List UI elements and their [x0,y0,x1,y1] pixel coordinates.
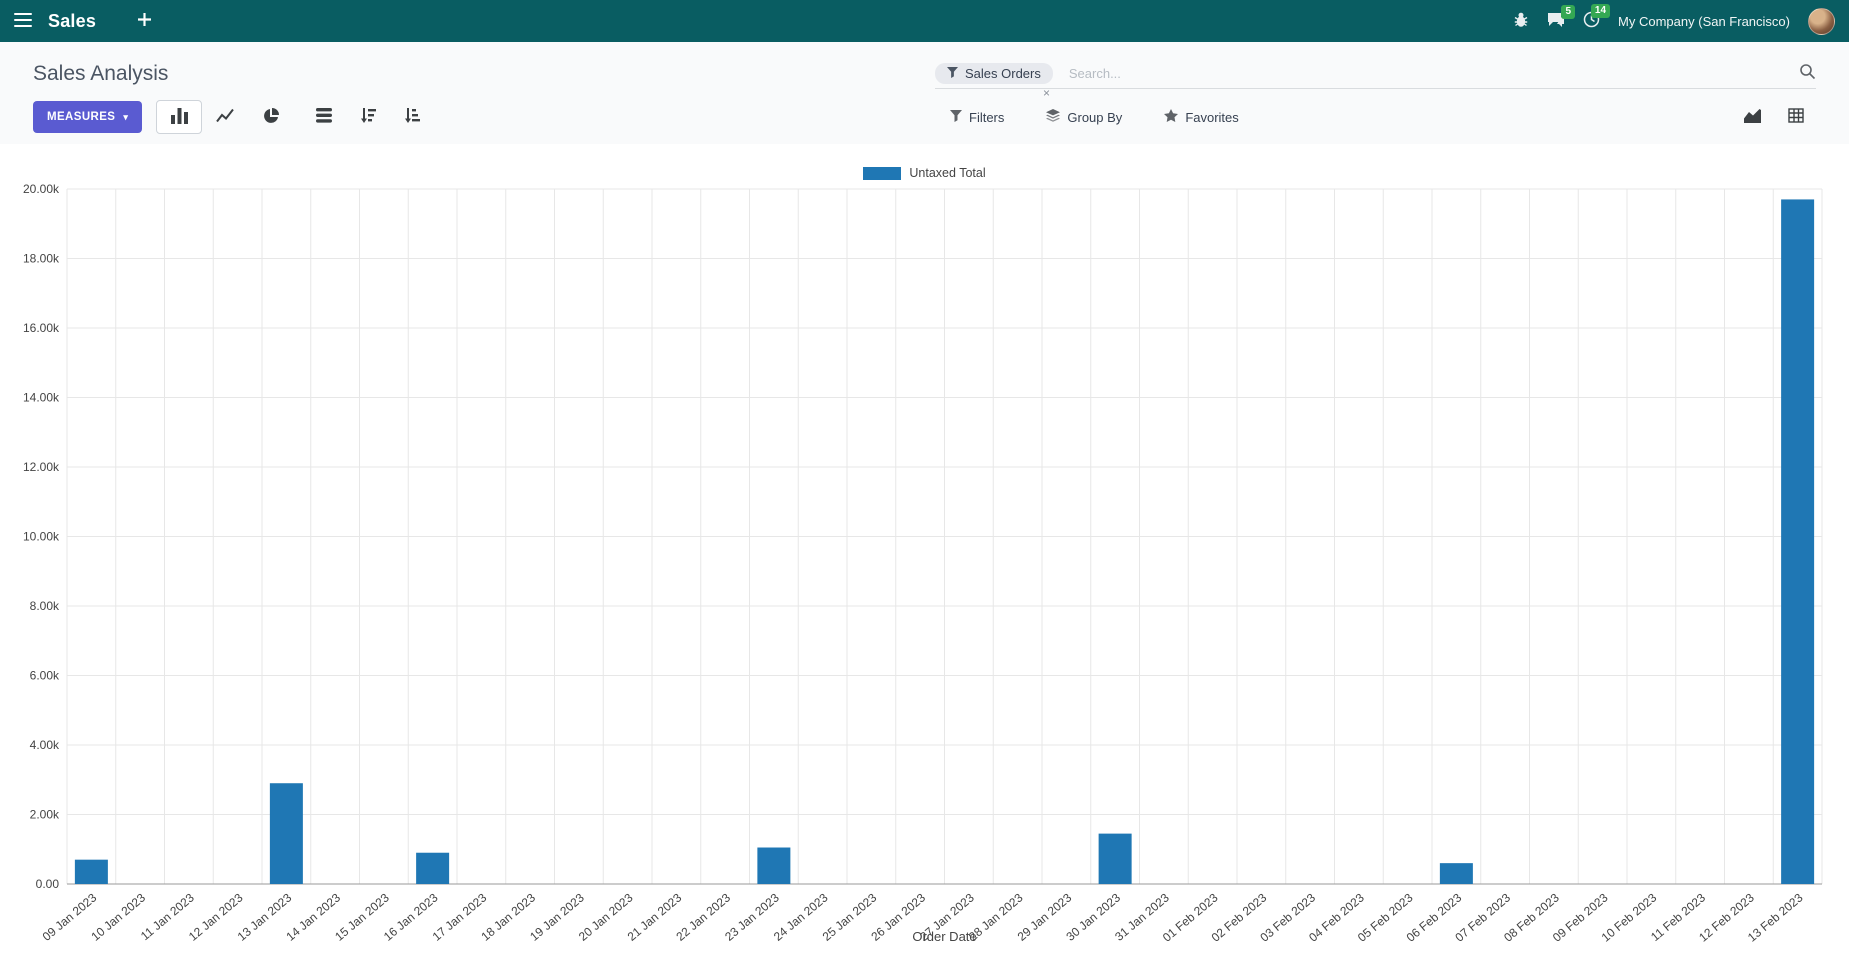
plus-icon [138,13,152,29]
favorites-label: Favorites [1185,109,1239,125]
y-tick-label: 0.00 [36,877,60,891]
facet-label: Sales Orders [965,66,1041,81]
area-chart-icon [1743,108,1761,126]
messages-button[interactable]: 5 [1547,4,1576,31]
app-name[interactable]: Sales [48,10,97,31]
group-by-button[interactable]: Group By [1040,108,1128,126]
measures-button[interactable]: MEASURES ▾ [33,101,143,133]
legend-swatch [863,166,902,180]
bug-icon [1513,12,1529,31]
pie-chart-button[interactable] [248,100,294,134]
new-tab-button[interactable] [138,13,152,29]
legend-label: Untaxed Total [909,166,986,180]
activities-badge: 14 [1590,4,1611,18]
x-axis-title: Order Date [912,929,976,944]
bar[interactable] [269,783,303,884]
sort-descending-button[interactable] [346,100,390,134]
bar[interactable] [1781,199,1815,885]
y-tick-label: 10.00k [23,530,60,544]
search-input[interactable] [1066,65,1799,82]
pie-chart-icon [263,107,280,127]
pivot-view-button[interactable] [1776,102,1816,132]
layers-icon [1046,109,1061,125]
filters-button[interactable]: Filters [944,109,1010,126]
sort-ascending-icon [404,108,421,126]
chart-legend[interactable]: Untaxed Total [0,164,1849,182]
bar[interactable] [1098,833,1132,884]
y-tick-label: 8.00k [30,599,60,613]
search-bar[interactable]: Sales Orders × [935,59,1816,99]
debug-button[interactable] [1513,12,1529,31]
bar[interactable] [416,852,450,884]
user-avatar[interactable] [1808,7,1835,35]
bar-chart-button[interactable] [156,100,203,134]
bar-chart: 0.00 2.00k 4.00k 6.00k 8.00k 10.00k 12.00k 14.0… [23,182,1823,945]
filter-funnel-icon [950,109,962,125]
view-switcher [1732,102,1816,132]
bar[interactable] [74,859,108,884]
facet-remove-icon[interactable]: × [1043,86,1051,100]
caret-down-icon: ▾ [123,111,129,122]
chart-type-group [156,100,294,134]
star-icon [1164,109,1179,125]
search-facet[interactable]: Sales Orders [935,63,1053,84]
apps-menu-button[interactable] [14,12,32,30]
sort-ascending-button[interactable] [390,100,434,134]
stacked-toggle-button[interactable] [302,100,346,134]
line-chart-button[interactable] [202,100,248,134]
stacked-icon [316,108,333,126]
y-tick-label: 20.00k [23,182,60,196]
y-tick-label: 12.00k [23,460,60,474]
top-navbar: Sales 5 14 [0,0,1849,42]
company-switcher[interactable]: My Company (San Francisco) [1618,13,1790,29]
search-options: Filters Group By Favorites [944,100,1245,134]
x-tick-label: 10 Jan 2023 [88,890,148,943]
control-panel: Sales Analysis Sales Orders × MEASURES ▾ [0,42,1849,144]
bar[interactable] [1439,863,1473,884]
y-tick-label: 14.00k [23,391,60,405]
messages-badge: 5 [1561,4,1576,19]
filters-label: Filters [969,109,1005,125]
bar[interactable] [757,847,791,884]
hamburger-icon [14,12,32,30]
funnel-icon [947,66,958,81]
measures-label: MEASURES [47,111,116,123]
y-tick-label: 16.00k [23,321,60,335]
line-chart-icon [216,108,235,126]
group-by-label: Group By [1067,109,1123,125]
y-tick-label: 6.00k [30,669,60,683]
y-tick-label: 4.00k [30,738,60,752]
y-tick-label: 2.00k [30,808,60,822]
graph-view-button[interactable] [1732,102,1772,132]
pivot-table-icon [1788,108,1804,126]
sort-descending-icon [360,108,377,126]
activities-button[interactable]: 14 [1583,4,1611,31]
y-tick-label: 18.00k [23,252,60,266]
chart-section: Untaxed Total 0.00 2.00k 4.00k 6.00k 8.00k 10… [0,144,1849,958]
page-title: Sales Analysis [33,62,169,85]
bar-chart-icon [170,107,188,127]
favorites-button[interactable]: Favorites [1158,108,1244,126]
search-icon[interactable] [1799,63,1816,85]
